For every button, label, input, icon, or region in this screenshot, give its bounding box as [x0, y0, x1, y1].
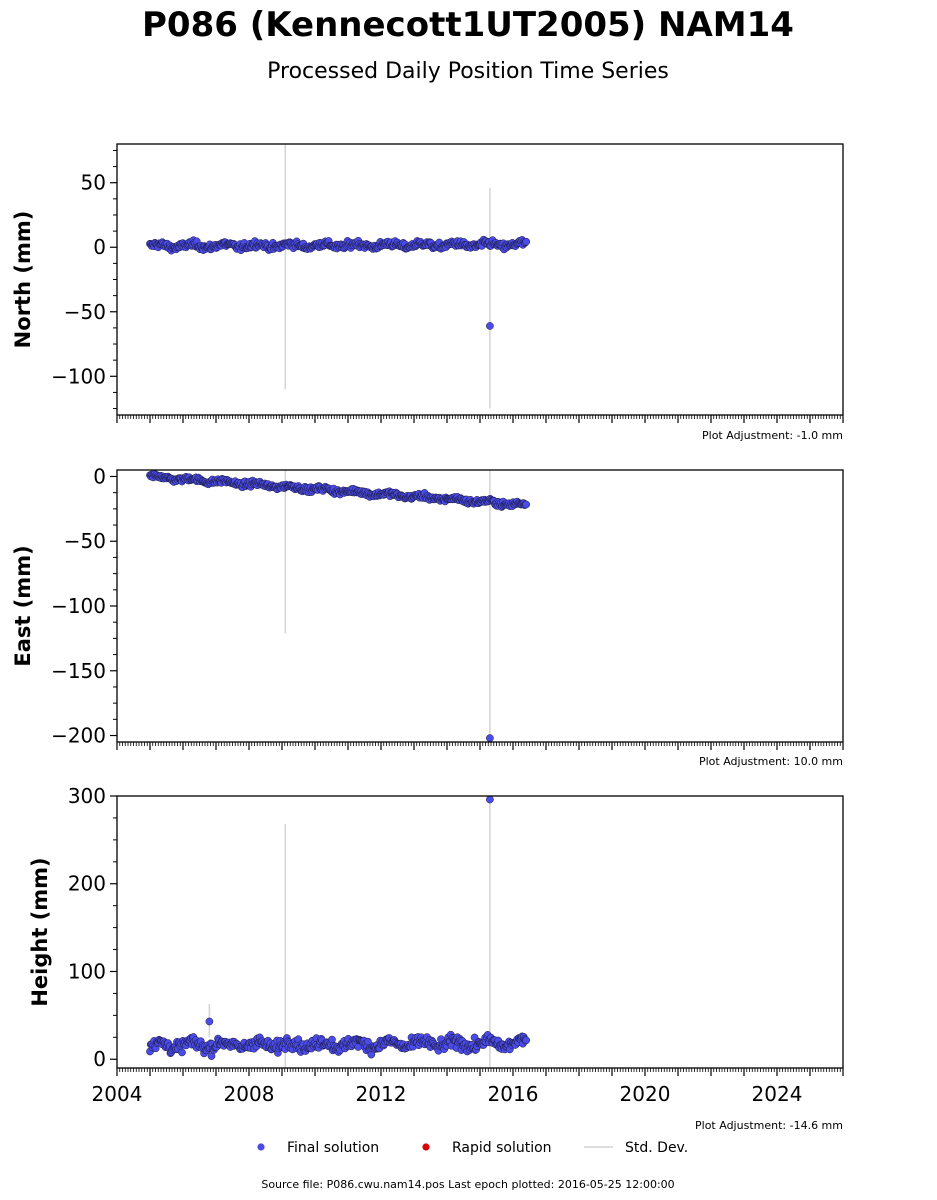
y-tick-label: 0	[93, 1047, 106, 1071]
y-tick-label: 0	[93, 235, 106, 259]
height-panel: 300 200 100 0 2004 2008 2012 2016 2020 2024 Height…	[28, 784, 844, 1132]
y-tick-label: −100	[51, 594, 106, 618]
data-point	[522, 1036, 531, 1045]
chart-subtitle: Processed Daily Position Time Series	[267, 59, 669, 84]
y-tick-label: 200	[68, 872, 106, 896]
y-tick-label: 0	[93, 464, 106, 488]
data-point-outlier	[486, 322, 494, 330]
y-tick-label: 50	[81, 171, 106, 195]
x-tick-label: 2024	[752, 1082, 803, 1106]
y-axis-label: East (mm)	[11, 545, 35, 666]
chart-title: P086 (Kennecott1UT2005) NAM14	[142, 5, 794, 45]
plot-adjustment-note: Plot Adjustment: 10.0 mm	[699, 755, 843, 768]
data-point-outlier	[205, 1017, 214, 1026]
legend-final-label: Final solution	[287, 1140, 379, 1156]
x-tick-label: 2020	[620, 1082, 671, 1106]
plot-frame	[116, 143, 844, 416]
legend-std-label: Std. Dev.	[625, 1140, 688, 1156]
y-tick-label: −150	[51, 659, 106, 683]
legend-rapid-marker	[422, 1143, 430, 1151]
x-tick-label: 2004	[92, 1082, 143, 1106]
plot-adjustment-note: Plot Adjustment: -14.6 mm	[695, 1119, 843, 1132]
plot-adjustment-note: Plot Adjustment: -1.0 mm	[702, 429, 843, 442]
y-tick-label: 100	[68, 959, 106, 983]
source-footer: Source file: P086.cwu.nam14.pos Last epo…	[261, 1178, 674, 1191]
y-tick-label: −100	[51, 364, 106, 388]
y-axis-label: North (mm)	[11, 211, 35, 349]
east-panel: 0 −50 −100 −150 −200 East (mm) Plot Adjustment…	[11, 464, 844, 768]
y-axis-label: Height (mm)	[28, 857, 52, 1006]
y-tick-label: −50	[64, 300, 106, 324]
plot-frame	[116, 469, 844, 743]
x-tick-label: 2008	[224, 1082, 275, 1106]
x-tick-label: 2012	[356, 1082, 407, 1106]
data-point	[178, 1048, 186, 1057]
y-tick-label: −50	[64, 529, 106, 553]
legend-rapid-label: Rapid solution	[452, 1140, 552, 1156]
data-point-outlier	[486, 734, 494, 742]
north-panel: 50 0 −50 −100 North (mm) Plot Adjustment: -1.…	[11, 143, 844, 442]
x-tick-label: 2016	[488, 1082, 539, 1106]
data-point	[522, 237, 531, 246]
data-point	[522, 500, 531, 509]
plot-frame	[116, 795, 844, 1069]
data-point-outlier	[486, 795, 494, 804]
legend-final-marker	[257, 1143, 265, 1151]
y-tick-label: −200	[51, 724, 106, 748]
legend: Final solution Rapid solution Std. Dev.	[257, 1140, 688, 1156]
y-tick-label: 300	[68, 784, 106, 808]
